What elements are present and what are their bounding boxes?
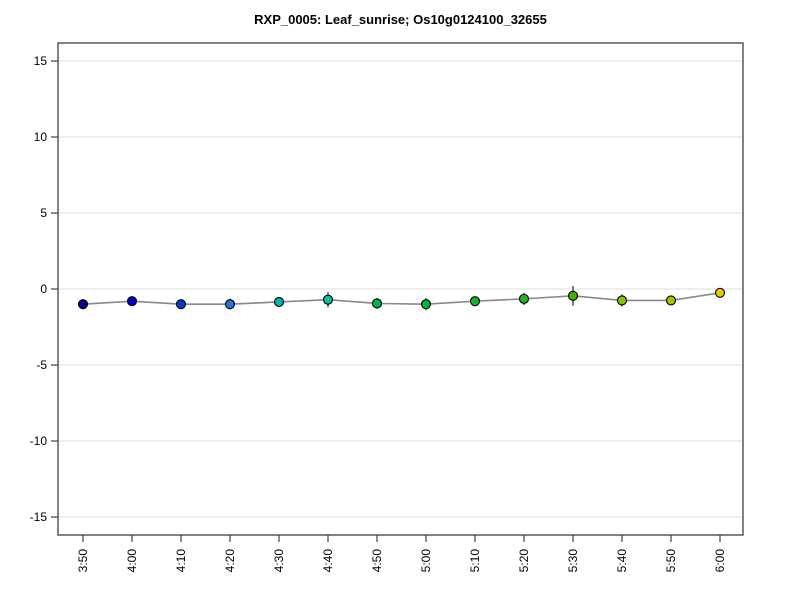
data-point [126, 296, 138, 307]
x-tick-label: 5:00 [419, 549, 433, 573]
x-tick-label: 4:20 [223, 549, 237, 573]
y-tick-label: -15 [30, 510, 48, 524]
x-tick-label: 5:50 [664, 549, 678, 573]
data-point [175, 299, 187, 310]
data-point [77, 299, 89, 310]
data-point [518, 293, 530, 304]
x-tick-label: 4:10 [174, 549, 188, 573]
data-point [273, 296, 285, 307]
x-tick-label: 4:40 [321, 549, 335, 573]
x-tick-label: 5:10 [468, 549, 482, 573]
data-point [322, 294, 334, 305]
data-point [371, 298, 383, 309]
x-tick-label: 5:30 [566, 549, 580, 573]
x-tick-label: 6:00 [713, 549, 727, 573]
chart-title: RXP_0005: Leaf_sunrise; Os10g0124100_326… [254, 12, 547, 27]
y-tick-label: 5 [40, 206, 47, 220]
y-tick-label: 10 [34, 130, 48, 144]
data-point [665, 295, 677, 306]
data-point [420, 299, 432, 310]
data-point [714, 287, 726, 298]
x-tick-label: 4:00 [125, 549, 139, 573]
data-point [616, 295, 628, 306]
y-tick-label: 0 [40, 282, 47, 296]
x-tick-label: 4:30 [272, 549, 286, 573]
data-point [567, 290, 579, 301]
x-tick-label: 5:20 [517, 549, 531, 573]
y-tick-label: -10 [30, 434, 48, 448]
y-tick-label: -5 [36, 358, 47, 372]
data-point [469, 296, 481, 307]
series-line [82, 292, 721, 306]
data-point [224, 299, 236, 310]
x-tick-label: 5:40 [615, 549, 629, 573]
x-tick-label: 3:50 [76, 549, 90, 573]
x-tick-label: 4:50 [370, 549, 384, 573]
y-tick-label: 15 [34, 54, 48, 68]
